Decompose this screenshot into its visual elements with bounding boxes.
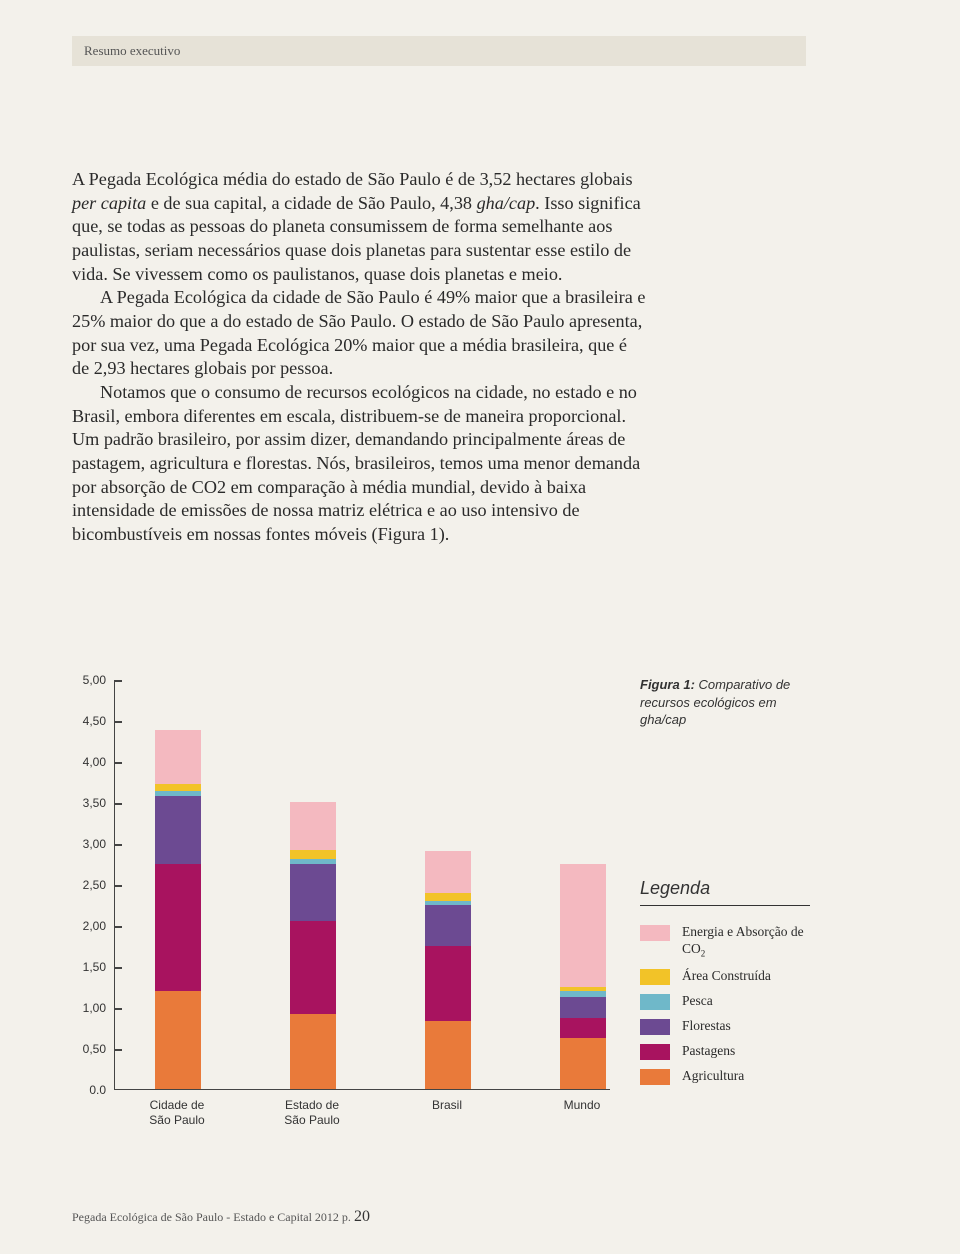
bar-segment-area	[425, 893, 471, 901]
legend-swatch	[640, 925, 670, 941]
ytick-mark	[114, 1008, 122, 1010]
header-label: Resumo executivo	[84, 43, 180, 59]
xlabel: Mundo	[532, 1098, 632, 1113]
ytick-mark	[114, 967, 122, 969]
ytick-label: 2,50	[64, 878, 106, 892]
bar-segment-agric	[155, 991, 201, 1089]
bar-segment-flor	[425, 905, 471, 946]
bar-segment-past	[425, 946, 471, 1021]
figure-caption: Figura 1: Comparativo de recursos ecológ…	[640, 676, 810, 729]
bar-group	[155, 730, 201, 1089]
figure-label: Figura 1:	[640, 677, 695, 692]
legend-item: Área Construída	[640, 968, 810, 985]
paragraph-2: A Pegada Ecológica da cidade de São Paul…	[72, 286, 647, 381]
ytick-mark	[114, 680, 122, 682]
bar-group	[425, 851, 471, 1089]
legend-label: Agricultura	[682, 1068, 810, 1085]
legend-swatch	[640, 1069, 670, 1085]
footer: Pegada Ecológica de São Paulo - Estado e…	[72, 1208, 370, 1226]
xlabel: Estado deSão Paulo	[262, 1098, 362, 1128]
xlabel: Brasil	[397, 1098, 497, 1113]
ytick-label: 4,50	[64, 714, 106, 728]
legend-title: Legenda	[640, 878, 810, 906]
ytick-label: 3,00	[64, 837, 106, 851]
ytick-label: 0.0	[64, 1083, 106, 1097]
bar-segment-flor	[290, 864, 336, 921]
bar-group	[290, 802, 336, 1089]
bar-segment-past	[290, 921, 336, 1014]
footer-text: Pegada Ecológica de São Paulo - Estado e…	[72, 1210, 354, 1224]
bar-segment-agric	[425, 1021, 471, 1089]
header-band: Resumo executivo	[72, 36, 806, 66]
legend-swatch	[640, 994, 670, 1010]
page-number: 20	[354, 1208, 370, 1225]
legend-item: Pesca	[640, 993, 810, 1010]
ytick-mark	[114, 844, 122, 846]
legend-label: Área Construída	[682, 968, 810, 985]
legend-label: Pastagens	[682, 1043, 810, 1060]
paragraph-1: A Pegada Ecológica média do estado de Sã…	[72, 168, 647, 286]
chart-plot-area	[114, 680, 610, 1090]
legend-swatch	[640, 1044, 670, 1060]
bar-segment-flor	[155, 796, 201, 863]
ytick-mark	[114, 803, 122, 805]
legend-item: Energia e Absorção de CO2	[640, 924, 810, 960]
bar-segment-energ	[290, 802, 336, 850]
legend-label: Florestas	[682, 1018, 810, 1035]
legend-item: Agricultura	[640, 1068, 810, 1085]
bar-segment-agric	[560, 1038, 606, 1089]
legend-label: Pesca	[682, 993, 810, 1010]
ytick-mark	[114, 1049, 122, 1051]
ytick-label: 1,50	[64, 960, 106, 974]
ytick-label: 4,00	[64, 755, 106, 769]
ytick-mark	[114, 926, 122, 928]
bar-segment-energ	[425, 851, 471, 893]
paragraph-3: Notamos que o consumo de recursos ecológ…	[72, 381, 647, 547]
ytick-label: 2,00	[64, 919, 106, 933]
ytick-mark	[114, 885, 122, 887]
legend-swatch	[640, 1019, 670, 1035]
legend-swatch	[640, 969, 670, 985]
body-text: A Pegada Ecológica média do estado de Sã…	[72, 168, 647, 547]
bar-segment-past	[560, 1018, 606, 1039]
bar-segment-area	[290, 850, 336, 858]
ytick-label: 3,50	[64, 796, 106, 810]
ytick-label: 0,50	[64, 1042, 106, 1056]
chart-container: 5,004,504,003,503,002,502,001,501,000,50…	[64, 680, 616, 1140]
legend-label: Energia e Absorção de CO2	[682, 924, 810, 960]
bar-segment-energ	[560, 864, 606, 987]
legend-item: Pastagens	[640, 1043, 810, 1060]
bar-segment-agric	[290, 1014, 336, 1089]
xlabel: Cidade deSão Paulo	[127, 1098, 227, 1128]
ytick-label: 1,00	[64, 1001, 106, 1015]
bar-segment-past	[155, 864, 201, 991]
legend-item: Florestas	[640, 1018, 810, 1035]
ytick-mark	[114, 762, 122, 764]
ytick-label: 5,00	[64, 673, 106, 687]
bar-segment-energ	[155, 730, 201, 784]
bar-segment-flor	[560, 997, 606, 1018]
ytick-mark	[114, 721, 122, 723]
legend: Legenda Energia e Absorção de CO2 Área Co…	[640, 878, 810, 1093]
bar-group	[560, 864, 606, 1089]
